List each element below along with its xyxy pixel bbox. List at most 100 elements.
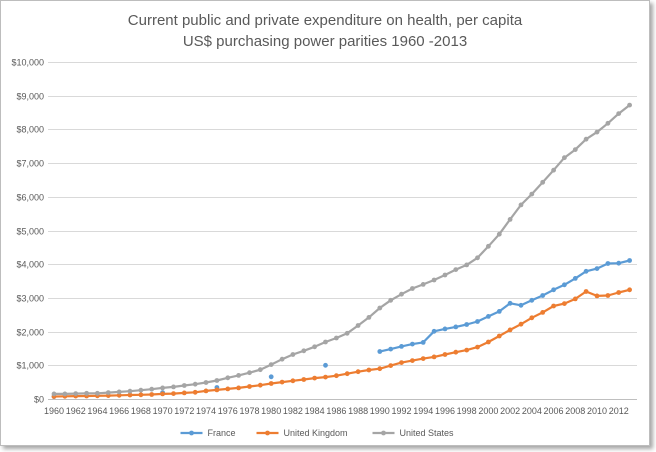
x-tick-label: 2012 <box>609 406 629 416</box>
x-tick-label: 1976 <box>218 406 238 416</box>
data-point <box>84 390 89 396</box>
legend-item: United States <box>372 428 454 438</box>
data-point <box>377 349 383 354</box>
data-point <box>442 326 448 332</box>
data-point <box>62 391 68 397</box>
data-point <box>453 267 459 272</box>
data-point <box>247 384 252 389</box>
legend-item: United Kingdom <box>256 428 348 438</box>
data-point <box>583 268 589 274</box>
data-point <box>583 289 589 294</box>
data-point <box>323 339 328 345</box>
data-point <box>73 391 79 396</box>
data-point <box>257 382 263 388</box>
data-point <box>410 341 415 347</box>
data-point <box>105 390 111 395</box>
series-france <box>51 258 632 399</box>
data-point <box>464 347 470 353</box>
data-point <box>344 330 350 336</box>
data-point <box>181 390 187 396</box>
data-point <box>551 303 556 309</box>
legend-swatch-marker <box>265 430 270 436</box>
x-tick-label: 2000 <box>478 406 498 416</box>
y-tick-label: $9,000 <box>16 92 44 102</box>
x-tick-label: 1996 <box>435 406 455 416</box>
data-point <box>540 310 546 315</box>
data-point <box>518 302 524 308</box>
data-point <box>399 344 404 349</box>
data-point <box>116 392 122 398</box>
x-tick-label: 2004 <box>522 406 542 416</box>
data-point <box>138 392 144 398</box>
data-point <box>572 147 578 153</box>
data-point <box>160 391 166 397</box>
data-point <box>312 375 317 381</box>
data-point <box>475 344 480 350</box>
x-tick-label: 2006 <box>544 406 564 416</box>
data-point <box>290 352 296 357</box>
data-point <box>203 388 209 394</box>
x-tick-label: 1998 <box>457 406 477 416</box>
y-tick-label: $5,000 <box>16 227 44 237</box>
data-point <box>95 390 100 396</box>
grid-lines <box>48 62 637 400</box>
data-point <box>149 386 155 392</box>
x-tick-label: 1990 <box>370 406 390 416</box>
data-point <box>420 356 426 361</box>
data-point <box>366 367 372 373</box>
data-point <box>279 379 285 385</box>
data-point <box>214 378 220 383</box>
data-point <box>268 374 274 380</box>
data-point <box>627 287 632 293</box>
data-point <box>410 358 415 363</box>
legend-swatch-marker <box>189 430 194 436</box>
x-tick-label: 1974 <box>196 406 216 416</box>
data-point <box>627 102 632 108</box>
x-tick-label: 1962 <box>66 406 86 416</box>
y-tick-label: $8,000 <box>16 125 44 135</box>
series-line <box>379 259 630 353</box>
y-tick-label: $10,000 <box>11 58 44 68</box>
x-tick-label: 1980 <box>261 406 281 416</box>
series-united-kingdom <box>51 287 632 399</box>
data-point <box>301 377 307 382</box>
data-point <box>203 380 209 385</box>
x-tick-label: 1972 <box>174 406 194 416</box>
data-point <box>410 286 415 291</box>
data-point <box>399 291 404 297</box>
x-tick-label: 1978 <box>239 406 259 416</box>
data-point <box>312 344 317 350</box>
data-point <box>475 255 480 261</box>
data-point <box>616 260 622 266</box>
data-point <box>540 179 546 185</box>
data-point <box>181 383 187 388</box>
data-point <box>160 385 166 391</box>
data-point <box>301 348 307 354</box>
data-point <box>431 328 437 334</box>
data-point <box>388 363 394 368</box>
data-point <box>594 129 600 135</box>
data-point <box>420 282 426 287</box>
data-point <box>247 370 252 376</box>
y-tick-label: $4,000 <box>16 260 44 270</box>
y-tick-label: $1,000 <box>16 361 44 371</box>
data-point <box>518 321 524 327</box>
data-point <box>507 217 513 222</box>
legend-swatch-marker <box>381 430 386 436</box>
data-point <box>453 349 459 355</box>
chart-subtitle: US$ purchasing power parities 1960 -2013 <box>183 33 467 50</box>
x-tick-label: 1992 <box>392 406 412 416</box>
data-point <box>399 360 404 365</box>
x-tick-label: 1968 <box>131 406 151 416</box>
data-point <box>572 276 578 281</box>
x-tick-label: 1994 <box>413 406 433 416</box>
data-point <box>388 346 394 352</box>
x-tick-label: 2002 <box>500 406 520 416</box>
data-point <box>496 309 502 314</box>
data-point <box>236 373 242 378</box>
data-point <box>442 352 448 357</box>
axes: $0 $1,000 $2,000 $3,000 $4,000 $5,000 $6,000 $7… <box>11 58 637 416</box>
data-point <box>572 296 578 302</box>
series-area <box>51 102 632 399</box>
data-point <box>486 243 491 249</box>
